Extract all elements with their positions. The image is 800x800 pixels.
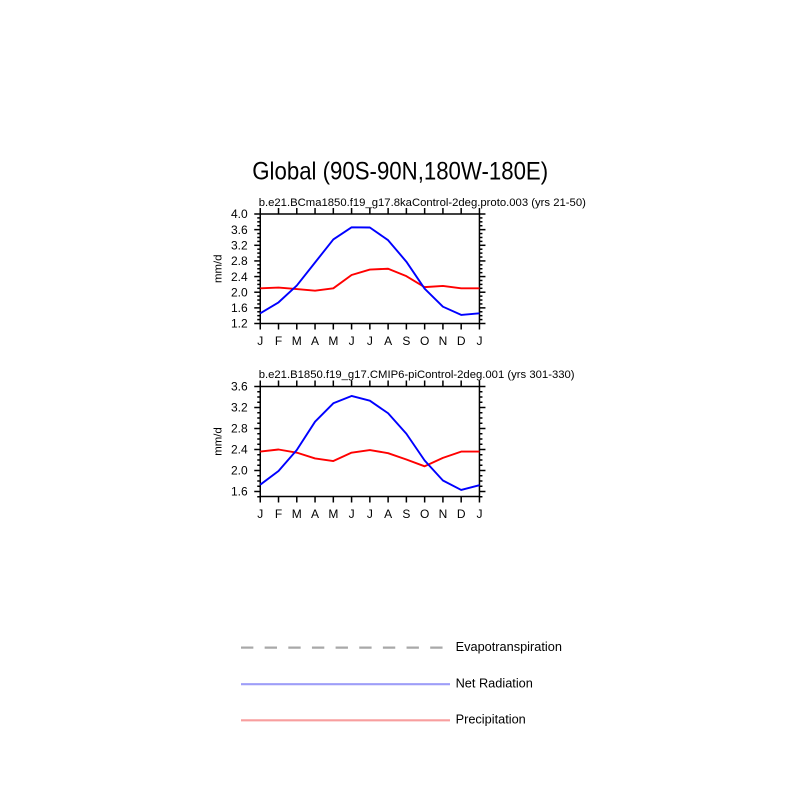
svg-text:F: F [275, 507, 282, 521]
svg-text:1.2: 1.2 [231, 317, 248, 331]
svg-text:D: D [457, 334, 466, 348]
svg-text:Net Radiation: Net Radiation [456, 676, 533, 691]
svg-text:b.e21.B1850.f19_g17.CMIP6-piCo: b.e21.B1850.f19_g17.CMIP6-piControl-2deg… [259, 369, 575, 381]
svg-text:M: M [292, 334, 302, 348]
svg-text:mm/d: mm/d [213, 427, 225, 455]
svg-text:2.4: 2.4 [231, 270, 248, 284]
svg-text:J: J [476, 334, 482, 348]
svg-text:F: F [275, 334, 282, 348]
svg-text:D: D [457, 507, 466, 521]
svg-text:J: J [257, 334, 263, 348]
svg-text:Global (90S-90N,180W-180E): Global (90S-90N,180W-180E) [252, 157, 548, 184]
svg-text:J: J [349, 507, 355, 521]
svg-text:A: A [384, 334, 392, 348]
svg-text:1.6: 1.6 [231, 485, 248, 499]
svg-text:N: N [439, 334, 448, 348]
svg-text:J: J [367, 507, 373, 521]
svg-text:O: O [420, 507, 429, 521]
svg-text:1.6: 1.6 [231, 301, 248, 315]
svg-text:Precipitation: Precipitation [456, 712, 526, 727]
svg-text:Evapotranspiration: Evapotranspiration [456, 639, 562, 654]
svg-text:J: J [257, 507, 263, 521]
svg-text:S: S [402, 334, 410, 348]
svg-text:2.4: 2.4 [231, 443, 248, 457]
svg-text:3.2: 3.2 [231, 401, 248, 415]
svg-text:M: M [292, 507, 302, 521]
svg-text:3.2: 3.2 [231, 238, 248, 252]
svg-text:2.8: 2.8 [231, 254, 248, 268]
svg-text:3.6: 3.6 [231, 223, 248, 237]
svg-text:b.e21.BCma1850.f19_g17.8kaCont: b.e21.BCma1850.f19_g17.8kaControl-2deg.p… [259, 197, 586, 209]
svg-text:M: M [328, 334, 338, 348]
svg-text:A: A [311, 334, 319, 348]
svg-text:2.8: 2.8 [231, 422, 248, 436]
svg-text:3.6: 3.6 [231, 380, 248, 394]
svg-text:M: M [328, 507, 338, 521]
svg-text:J: J [367, 334, 373, 348]
svg-text:J: J [476, 507, 482, 521]
svg-text:J: J [349, 334, 355, 348]
svg-text:2.0: 2.0 [231, 285, 248, 299]
svg-text:4.0: 4.0 [231, 207, 248, 221]
svg-text:mm/d: mm/d [213, 255, 225, 283]
svg-text:N: N [439, 507, 448, 521]
svg-text:S: S [402, 507, 410, 521]
svg-text:O: O [420, 334, 429, 348]
svg-text:A: A [384, 507, 392, 521]
svg-text:A: A [311, 507, 319, 521]
svg-text:2.0: 2.0 [231, 464, 248, 478]
